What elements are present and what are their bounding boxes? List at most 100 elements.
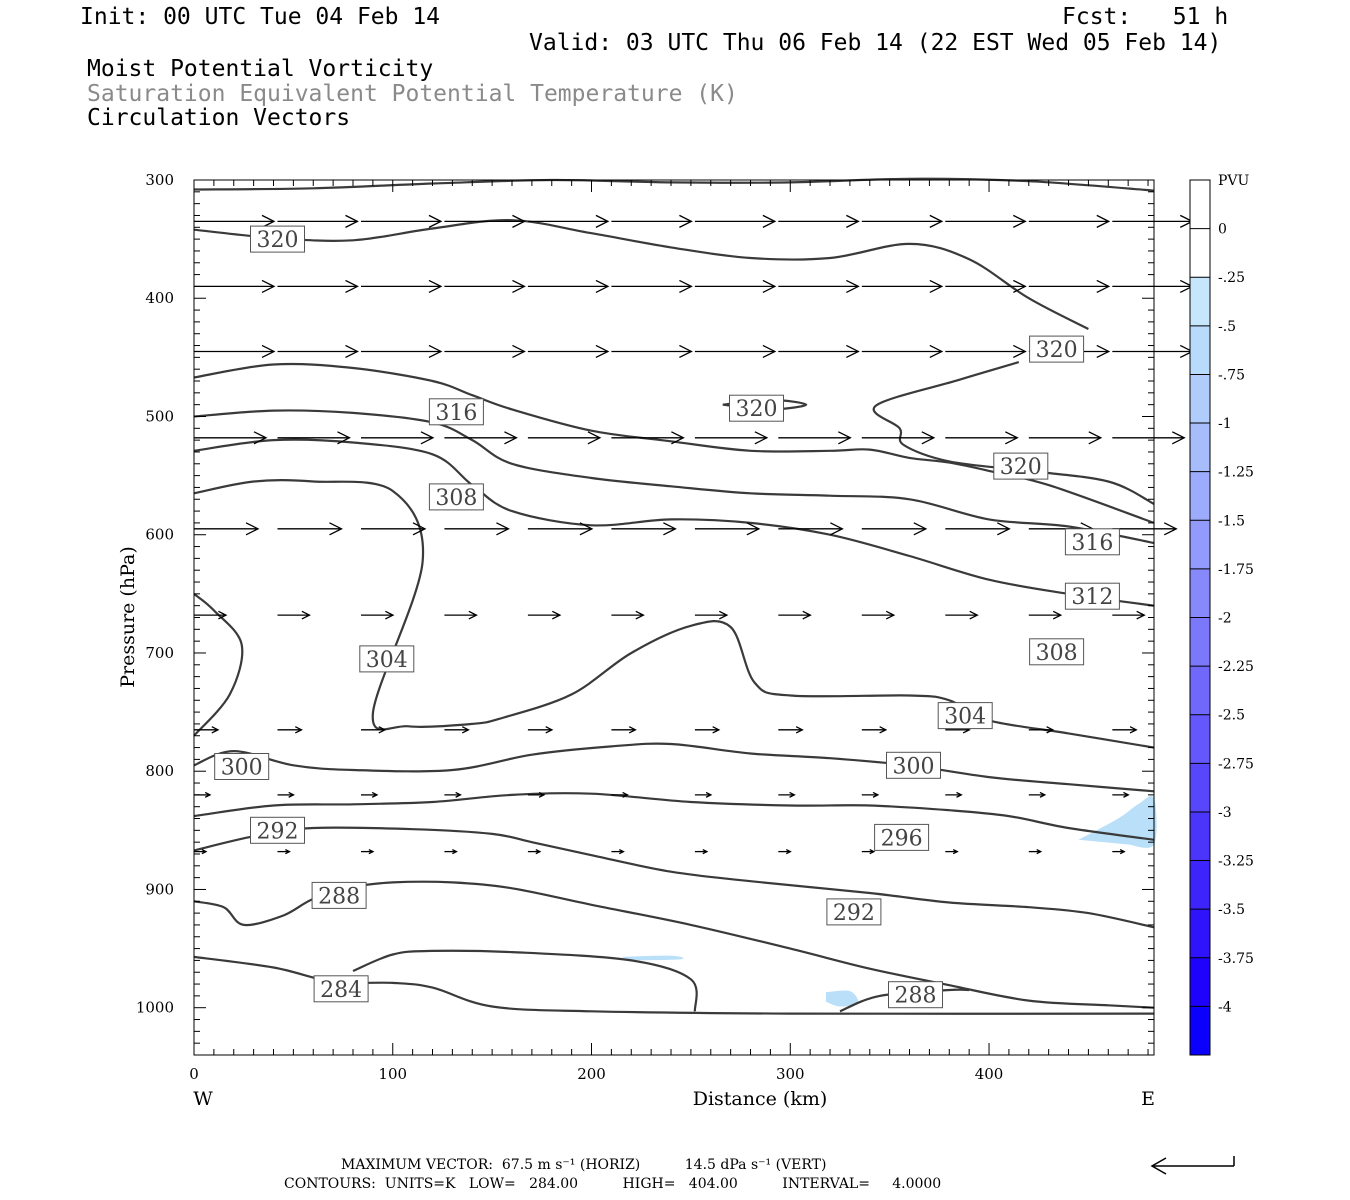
x-tick-label: 300 xyxy=(776,1065,805,1083)
contour-label: 296 xyxy=(874,823,930,851)
vector-arrow xyxy=(444,279,526,294)
vector-arrow xyxy=(694,726,721,734)
vector-arrow xyxy=(1028,431,1103,445)
vector-arrow xyxy=(444,214,526,228)
svg-text:308: 308 xyxy=(435,486,477,511)
vector-arrow xyxy=(361,344,443,359)
vector-arrow xyxy=(194,214,276,228)
contour-292-11 xyxy=(193,826,1155,929)
vector-arrow xyxy=(527,726,554,734)
contour-288-12 xyxy=(193,880,1155,1009)
vector-arrow xyxy=(444,522,510,536)
vector-arrow xyxy=(527,848,542,855)
vector-arrow xyxy=(361,610,395,620)
colorbar-level-label: -1 xyxy=(1218,416,1232,432)
vector-arrow xyxy=(694,344,777,359)
colorbar-swatch xyxy=(1190,1006,1210,1056)
y-tick-label: 600 xyxy=(145,526,174,544)
svg-text:320: 320 xyxy=(1036,338,1078,363)
contour-label: 292 xyxy=(826,898,882,926)
vector-arrow xyxy=(611,848,625,855)
colorbar-swatch xyxy=(1190,666,1210,716)
vector-arrow xyxy=(194,726,220,734)
vector-arrow xyxy=(444,344,526,359)
vector-arrow xyxy=(611,522,677,536)
vector-arrow xyxy=(611,791,629,798)
colorbar-level-label: -3.25 xyxy=(1218,854,1254,870)
vector-arrow xyxy=(527,610,562,620)
colorbar-swatch xyxy=(1190,568,1210,618)
contour-label: 320 xyxy=(1029,335,1085,363)
vector-arrow xyxy=(194,522,260,536)
vector-arrow xyxy=(444,848,458,855)
vector-arrow xyxy=(1028,610,1063,620)
vector-arrow xyxy=(361,791,379,798)
y-tick-label: 1000 xyxy=(136,999,174,1017)
axis-ticks: 300 400 500 600 700 800 900 1000 0 100 200 300 400 xyxy=(136,171,1154,1083)
vector-arrow xyxy=(277,431,351,445)
vector-arrow xyxy=(277,726,303,734)
vector-arrow xyxy=(277,610,311,620)
field-title-vectors: Circulation Vectors xyxy=(87,105,351,131)
pv-shaded-region-1 xyxy=(826,990,859,1007)
colorbar-swatch xyxy=(1190,763,1210,813)
colorbar-swatch xyxy=(1190,957,1210,1007)
contour-label: 288 xyxy=(311,881,367,909)
svg-text:292: 292 xyxy=(257,819,299,844)
colorbar-level-label: -4 xyxy=(1218,999,1232,1015)
colorbar-swatch xyxy=(1190,277,1210,327)
contour-label: 304 xyxy=(359,645,415,673)
svg-text:320: 320 xyxy=(257,228,299,253)
colorbar-level-label: -1.25 xyxy=(1218,465,1254,481)
colorbar-level-label: -2 xyxy=(1218,611,1232,627)
contour-label: 308 xyxy=(428,483,484,511)
colorbar-level-label: -1.5 xyxy=(1218,513,1245,529)
forecast-hour: Fcst: 51 h xyxy=(1062,4,1229,30)
vector-arrow xyxy=(694,214,777,228)
svg-text:292: 292 xyxy=(833,901,875,926)
contour-label: 300 xyxy=(214,753,270,781)
vector-arrow xyxy=(277,791,295,798)
vector-arrow xyxy=(778,848,792,855)
vector-arrow xyxy=(778,791,796,798)
colorbar-swatch xyxy=(1190,520,1210,570)
vector-arrow xyxy=(861,431,936,445)
colorbar-swatch xyxy=(1190,180,1210,230)
contour-312-5 xyxy=(193,409,1155,545)
vector-arrow xyxy=(1112,791,1130,798)
svg-text:288: 288 xyxy=(895,984,937,1009)
vector-arrow xyxy=(527,791,546,798)
x-tick-label: 200 xyxy=(577,1065,606,1083)
vector-arrow xyxy=(611,610,645,620)
vector-arrow xyxy=(778,522,844,536)
vector-arrow xyxy=(945,791,963,798)
x-tick-label: 0 xyxy=(189,1065,199,1083)
contour-label: 320 xyxy=(729,394,784,422)
vector-arrow xyxy=(194,610,228,620)
vector-arrow xyxy=(945,848,959,855)
vector-arrow xyxy=(945,431,1019,445)
svg-text:316: 316 xyxy=(1071,531,1113,556)
colorbar-level-label: -2.75 xyxy=(1218,756,1254,772)
field-title-thetae: Saturation Equivalent Potential Temperat… xyxy=(87,81,738,107)
colorbar-level-label: -2.25 xyxy=(1218,659,1254,675)
vector-arrow xyxy=(1112,214,1194,228)
vector-arrow xyxy=(1112,431,1186,445)
vector-arrow xyxy=(861,610,896,620)
init-time: Init: 00 UTC Tue 04 Feb 14 xyxy=(80,4,441,30)
contour-label: 316 xyxy=(1064,528,1120,556)
contour-316-4 xyxy=(193,362,1155,524)
vector-arrow xyxy=(527,344,610,359)
vector-arrow xyxy=(861,214,944,228)
colorbar-level-label: -3.75 xyxy=(1218,951,1254,967)
reference-vector xyxy=(1150,1156,1235,1175)
vector-arrow xyxy=(1112,344,1194,359)
vector-arrow xyxy=(444,431,518,445)
colorbar-swatch xyxy=(1190,811,1210,861)
contour-288-14 xyxy=(352,949,698,1012)
svg-text:320: 320 xyxy=(1000,455,1042,480)
vector-arrow xyxy=(861,726,888,734)
contour-304-7 xyxy=(193,479,1155,749)
contour-label: 300 xyxy=(886,751,941,779)
colorbar-level-label: -3.5 xyxy=(1218,902,1245,918)
